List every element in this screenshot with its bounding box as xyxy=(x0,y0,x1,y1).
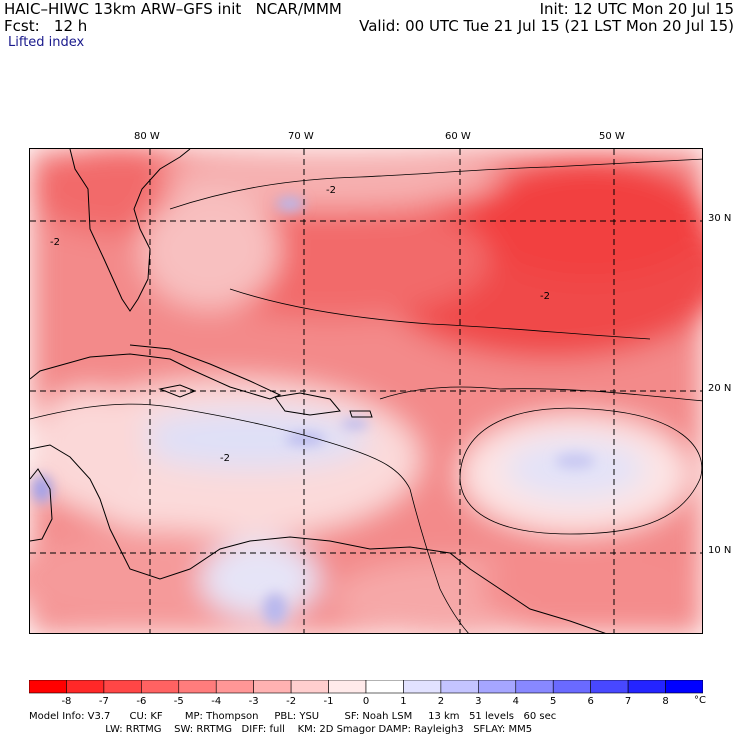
colorbar-box xyxy=(403,680,442,694)
hispaniola xyxy=(274,392,341,416)
contour-label: -2 xyxy=(50,237,60,248)
colorbar-tick-label: -2 xyxy=(286,696,297,707)
graticule xyxy=(30,149,702,633)
valid-time: Valid: 00 UTC Tue 21 Jul 15 (21 LST Mon … xyxy=(359,17,734,35)
colorbar-tick-label: 1 xyxy=(400,696,407,707)
colorbar-box xyxy=(290,680,329,694)
lon-label-70w: 70 W xyxy=(288,131,314,142)
colorbar-tick-label: -5 xyxy=(173,696,184,707)
colorbar-tick-label: 5 xyxy=(550,696,557,707)
contour-east-loop xyxy=(459,407,702,535)
colorbar-unit: °C xyxy=(694,695,706,706)
lat-label-30n: 30 N xyxy=(708,213,732,224)
colorbar-box xyxy=(328,680,367,694)
lon-label-80w: 80 W xyxy=(134,131,160,142)
contour-south xyxy=(409,488,469,633)
colorbar-tick-label: 4 xyxy=(512,696,519,707)
cuba xyxy=(30,344,282,400)
colorbar-box xyxy=(590,680,629,694)
colorbar-tick-label: 3 xyxy=(475,696,482,707)
colorbar-tick-label: 7 xyxy=(624,696,632,707)
colorbar-box xyxy=(29,680,67,694)
colorbar-box xyxy=(178,680,217,694)
lifted-index-map: -2 -2 -2 -2 xyxy=(29,148,703,634)
lon-label-50w: 50 W xyxy=(599,131,625,142)
positive-spots xyxy=(32,197,595,625)
colorbar-tick-label: -1 xyxy=(323,696,334,707)
colorbar-tick-label: -3 xyxy=(248,696,259,707)
colorbar-box xyxy=(141,680,180,694)
florida-coast xyxy=(69,149,191,312)
shaded-field xyxy=(30,149,702,633)
yucatan xyxy=(30,468,53,542)
colorbar-tick-label: -7 xyxy=(98,696,109,707)
colorbar-box xyxy=(103,680,142,694)
contours xyxy=(30,158,702,633)
colorbar-tick-label: -4 xyxy=(211,696,222,707)
colorbar-box xyxy=(440,680,479,694)
colorbar-box xyxy=(215,680,254,694)
colorbar-tick-label: 2 xyxy=(437,696,445,707)
colorbar-box xyxy=(365,680,404,694)
lat-label-10n: 10 N xyxy=(708,545,732,556)
colorbar-tick-label: -6 xyxy=(136,696,147,707)
init-time: Init: 12 UTC Mon 20 Jul 15 xyxy=(539,0,734,18)
colorbar-box xyxy=(66,680,105,694)
colorbar-box xyxy=(478,680,517,694)
forecast-hour: Fcst: 12 h xyxy=(4,17,88,35)
south-america-coast xyxy=(30,444,606,633)
colorbar-tick-label: 0 xyxy=(362,696,370,707)
contour-label: -2 xyxy=(540,291,550,302)
colorbar-tick-label: 6 xyxy=(587,696,594,707)
field-name: Lifted index xyxy=(8,35,85,50)
coastlines xyxy=(30,149,606,633)
contour-label: -2 xyxy=(220,453,230,464)
lat-label-20n: 20 N xyxy=(708,383,732,394)
colorbar-box xyxy=(627,680,666,694)
puerto-rico xyxy=(349,410,373,418)
contour-label-group: -2 -2 -2 -2 xyxy=(50,185,550,464)
colorbar-box xyxy=(515,680,554,694)
colorbar-tick-label: -8 xyxy=(61,696,72,707)
colorbar-tick-label: 8 xyxy=(662,696,669,707)
model-info-line1: Model Info: V3.7 CU: KF MP: Thompson PBL… xyxy=(29,711,557,722)
colorbar-box xyxy=(665,680,703,694)
contour-caribbean xyxy=(30,403,411,490)
contour-mid xyxy=(229,288,651,340)
lon-label-60w: 60 W xyxy=(445,131,471,142)
map-svg: -2 -2 -2 -2 xyxy=(30,149,702,633)
colorbar-box xyxy=(253,680,292,694)
contour-north xyxy=(169,158,702,210)
contour-label: -2 xyxy=(326,185,336,196)
colorbar-box xyxy=(552,680,591,694)
colorbar xyxy=(29,680,703,694)
title-left: HAIC–HIWC 13km ARW–GFS init NCAR/MMM xyxy=(4,0,342,18)
model-info-line2: LW: RRTMG SW: RRTMG DIFF: full KM: 2D Sm… xyxy=(29,724,533,735)
